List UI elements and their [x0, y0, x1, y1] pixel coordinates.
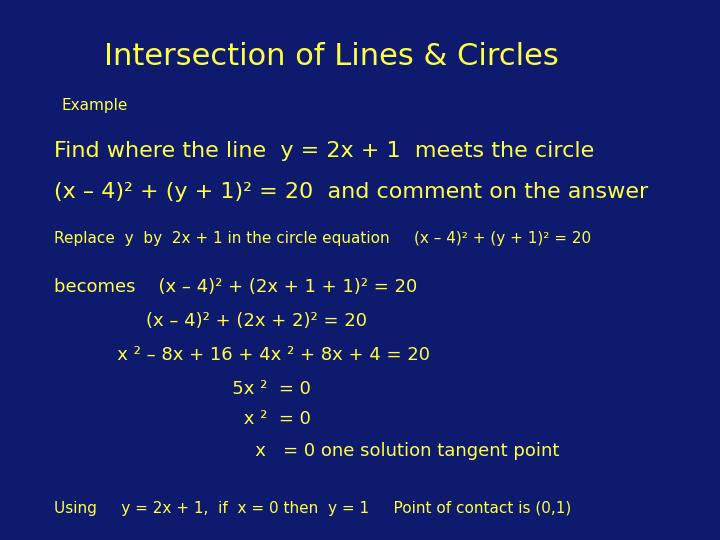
Text: Replace  y  by  2x + 1 in the circle equation     (x – 4)² + (y + 1)² = 20: Replace y by 2x + 1 in the circle equati… [54, 231, 591, 246]
Text: Example: Example [61, 98, 127, 113]
Text: becomes    (x – 4)² + (2x + 1 + 1)² = 20: becomes (x – 4)² + (2x + 1 + 1)² = 20 [54, 278, 418, 296]
Text: 5x ²  = 0: 5x ² = 0 [54, 380, 311, 399]
Text: Using     y = 2x + 1,  if  x = 0 then  y = 1     Point of contact is (0,1): Using y = 2x + 1, if x = 0 then y = 1 Po… [54, 501, 571, 516]
Text: x   = 0 one solution tangent point: x = 0 one solution tangent point [54, 442, 559, 460]
Text: x ² – 8x + 16 + 4x ² + 8x + 4 = 20: x ² – 8x + 16 + 4x ² + 8x + 4 = 20 [54, 346, 430, 364]
Text: (x – 4)² + (y + 1)² = 20  and comment on the answer: (x – 4)² + (y + 1)² = 20 and comment on … [54, 181, 648, 202]
Text: Intersection of Lines & Circles: Intersection of Lines & Circles [104, 42, 559, 71]
Text: (x – 4)² + (2x + 2)² = 20: (x – 4)² + (2x + 2)² = 20 [54, 312, 367, 330]
Text: x ²  = 0: x ² = 0 [54, 409, 311, 428]
Text: Find where the line  y = 2x + 1  meets the circle: Find where the line y = 2x + 1 meets the… [54, 141, 594, 161]
